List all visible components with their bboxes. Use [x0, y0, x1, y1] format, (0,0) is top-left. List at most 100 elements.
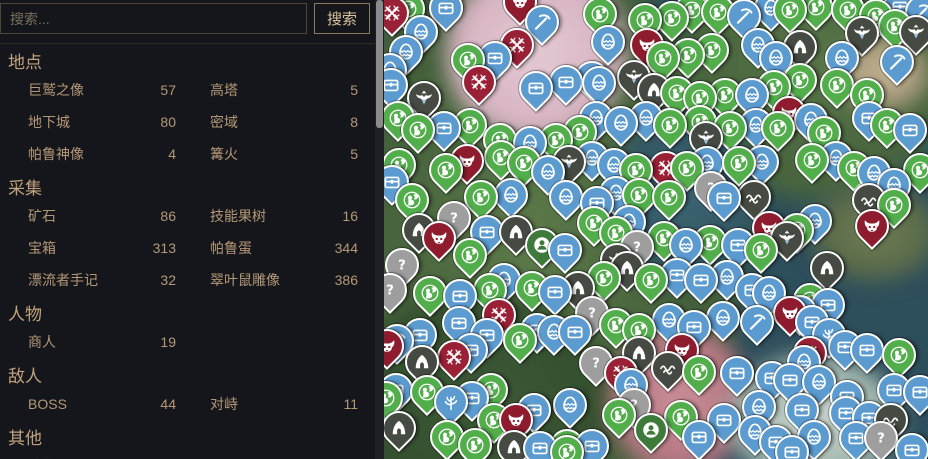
- boss-icon: [384, 331, 402, 361]
- category-count: 44: [160, 396, 176, 412]
- squirrel-icon: [654, 182, 684, 212]
- squirrel-icon: [403, 115, 433, 145]
- category-label: 商人: [28, 334, 56, 350]
- merchant-icon: [636, 415, 666, 445]
- chest-icon: [521, 73, 551, 103]
- category-item[interactable]: 密域 8: [210, 106, 358, 138]
- squirrel-icon: [684, 357, 714, 387]
- sidebar-sections: 地点巨鹫之像 57 高塔 5 地下城 80 密域 8 帕鲁神像 4 篝火 5 采集矿石 86 技能果树 16 宝…: [0, 52, 384, 459]
- sidebar-scrollbar[interactable]: [375, 0, 384, 459]
- category-count: 344: [334, 240, 358, 256]
- category-item[interactable]: 帕鲁蛋 344: [210, 232, 358, 264]
- wave-icon: [653, 353, 683, 383]
- squirrel-icon: [455, 240, 485, 270]
- category-item[interactable]: 巨鹫之像 57: [28, 74, 176, 106]
- boss-icon: [857, 211, 887, 241]
- category-count: 386: [334, 272, 358, 288]
- category-count: 313: [152, 240, 176, 256]
- category-item[interactable]: 篝火 5: [210, 138, 358, 170]
- category-label: 帕鲁蛋: [210, 240, 252, 256]
- scrollbar-thumb[interactable]: [376, 0, 383, 128]
- squirrel-icon: [604, 400, 634, 430]
- egg-icon: [496, 180, 526, 210]
- category-label: 高塔: [210, 82, 238, 98]
- egg-icon: [555, 390, 585, 420]
- tree-icon: [436, 387, 466, 417]
- chest-icon: [775, 365, 805, 395]
- map-canvas[interactable]: ?????????: [384, 0, 928, 459]
- egg-icon: [551, 182, 581, 212]
- chest-icon: [852, 335, 882, 365]
- squirrel-icon: [431, 155, 461, 185]
- category-item[interactable]: 翠叶鼠雕像 386: [210, 264, 358, 296]
- pin-squirrel[interactable]: [874, 330, 924, 380]
- category-count: 5: [350, 82, 358, 98]
- chest-icon: [684, 422, 714, 452]
- pickaxe-icon: [527, 7, 557, 37]
- egg-icon: [708, 303, 738, 333]
- category-item[interactable]: 帕鲁神像 4: [28, 138, 176, 170]
- section-title: 敌人: [8, 367, 42, 386]
- egg-icon: [593, 27, 623, 57]
- eagle-icon: [901, 17, 928, 47]
- search-bar: 搜索: [0, 0, 384, 44]
- category-item[interactable]: 宝箱 313: [28, 232, 176, 264]
- category-list: 矿石 86 技能果树 16 宝箱 313 帕鲁蛋 344 漂流者手记 32 翠叶鼠雕像 386: [0, 200, 384, 296]
- category-list: 巨鹫之像 57 高塔 5 地下城 80 密域 8 帕鲁神像 4 篝火 5: [0, 74, 384, 170]
- category-label: 翠叶鼠雕像: [210, 272, 280, 288]
- category-label: 漂流者手记: [28, 272, 98, 288]
- squirrel-icon: [415, 278, 445, 308]
- category-item[interactable]: 对峙 11: [210, 388, 358, 420]
- category-count: 80: [160, 114, 176, 130]
- chest-icon: [560, 317, 590, 347]
- squirrel-icon: [505, 325, 535, 355]
- category-item[interactable]: 技能果树 16: [210, 200, 358, 232]
- category-count: 8: [350, 114, 358, 130]
- chest-icon: [722, 358, 752, 388]
- chest-icon: [905, 377, 928, 407]
- svg-text:?: ?: [588, 307, 596, 322]
- category-count: 16: [342, 208, 358, 224]
- category-item[interactable]: BOSS 44: [28, 388, 176, 420]
- section-title: 采集: [8, 179, 42, 198]
- category-item[interactable]: 地下城 80: [28, 106, 176, 138]
- squirrel-icon: [724, 148, 754, 178]
- category-item[interactable]: 漂流者手记 32: [28, 264, 176, 296]
- category-count: 86: [160, 208, 176, 224]
- chest-icon: [777, 437, 807, 459]
- svg-text:?: ?: [398, 259, 406, 274]
- category-item[interactable]: 高塔 5: [210, 74, 358, 106]
- squirrel-icon: [822, 70, 852, 100]
- pickaxe-icon: [742, 307, 772, 337]
- category-list: BOSS 44 对峙 11: [0, 388, 384, 420]
- squirrel-icon: [397, 185, 427, 215]
- category-item[interactable]: 待整理28: [28, 450, 176, 459]
- squirrel-icon: [775, 0, 805, 25]
- category-label: 对峙: [210, 396, 238, 412]
- chest-icon: [895, 115, 925, 145]
- eagle-icon: [409, 83, 439, 113]
- category-list: 商人 19: [0, 326, 384, 358]
- category-label: 宝箱: [28, 240, 56, 256]
- category-label: BOSS: [28, 396, 67, 412]
- chest-icon: [686, 265, 716, 295]
- squirrel-icon: [797, 145, 827, 175]
- section-title: 地点: [8, 53, 42, 72]
- chest-icon: [709, 183, 739, 213]
- pickaxe-icon: [729, 1, 759, 31]
- chest-icon: [550, 235, 580, 265]
- category-label: 密域: [210, 114, 238, 130]
- cave-icon: [384, 413, 414, 443]
- category-item[interactable]: 矿石 86: [28, 200, 176, 232]
- category-list: 待整理28: [0, 450, 384, 459]
- swords-icon: [464, 67, 494, 97]
- search-input[interactable]: [0, 3, 307, 34]
- category-count: 19: [160, 334, 176, 350]
- chest-icon: [897, 435, 927, 459]
- search-button[interactable]: 搜索: [313, 3, 370, 34]
- squirrel-icon: [552, 437, 582, 459]
- category-item[interactable]: 商人 19: [28, 326, 176, 358]
- squirrel-icon: [466, 182, 496, 212]
